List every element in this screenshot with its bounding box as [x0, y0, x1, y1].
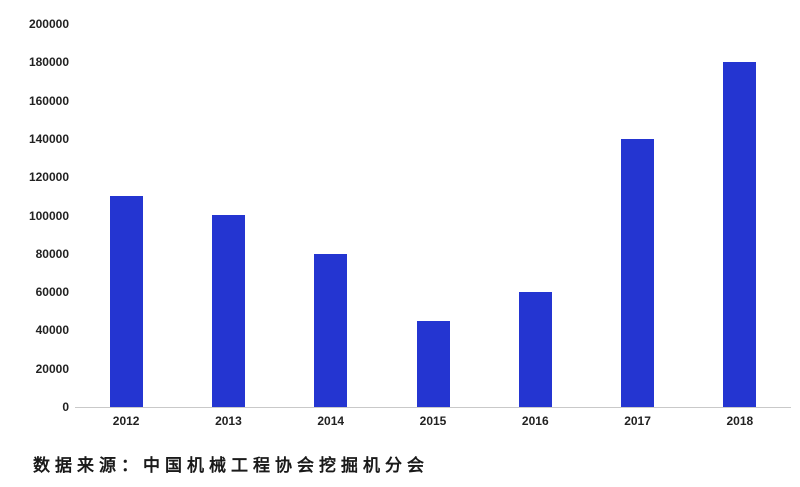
x-tick-label: 2018 [726, 414, 754, 428]
bar-2014 [314, 254, 348, 407]
y-tick-label: 140000 [28, 131, 69, 146]
bar-2016 [518, 292, 552, 407]
bar-2018 [723, 62, 757, 407]
y-tick-label: 40000 [35, 323, 69, 338]
x-tick-label: 2014 [317, 414, 345, 428]
plot-area [75, 24, 791, 408]
y-tick-label: 120000 [28, 170, 69, 185]
x-tick-label: 2013 [215, 414, 242, 428]
y-tick-label: 80000 [35, 246, 69, 261]
x-tick-label: 2012 [112, 414, 140, 428]
y-tick-label: 0 [62, 400, 69, 414]
x-tick-label: 2016 [521, 414, 549, 428]
y-tick-label: 100000 [28, 208, 69, 223]
source-note: 数据来源：中国机械工程协会挖掘机分会 [33, 456, 429, 475]
y-tick-label: 200000 [28, 17, 69, 31]
y-tick-label: 180000 [28, 55, 69, 70]
bar-2013 [211, 215, 245, 407]
bar-2015 [416, 321, 450, 407]
y-tick-label: 20000 [35, 361, 69, 376]
y-tick-label: 160000 [28, 93, 69, 108]
y-tick-label: 60000 [35, 285, 69, 300]
x-tick-label: 2017 [624, 414, 651, 428]
x-tick-label: 2015 [419, 414, 447, 428]
bar-2012 [109, 196, 143, 407]
bar-2017 [621, 139, 655, 407]
